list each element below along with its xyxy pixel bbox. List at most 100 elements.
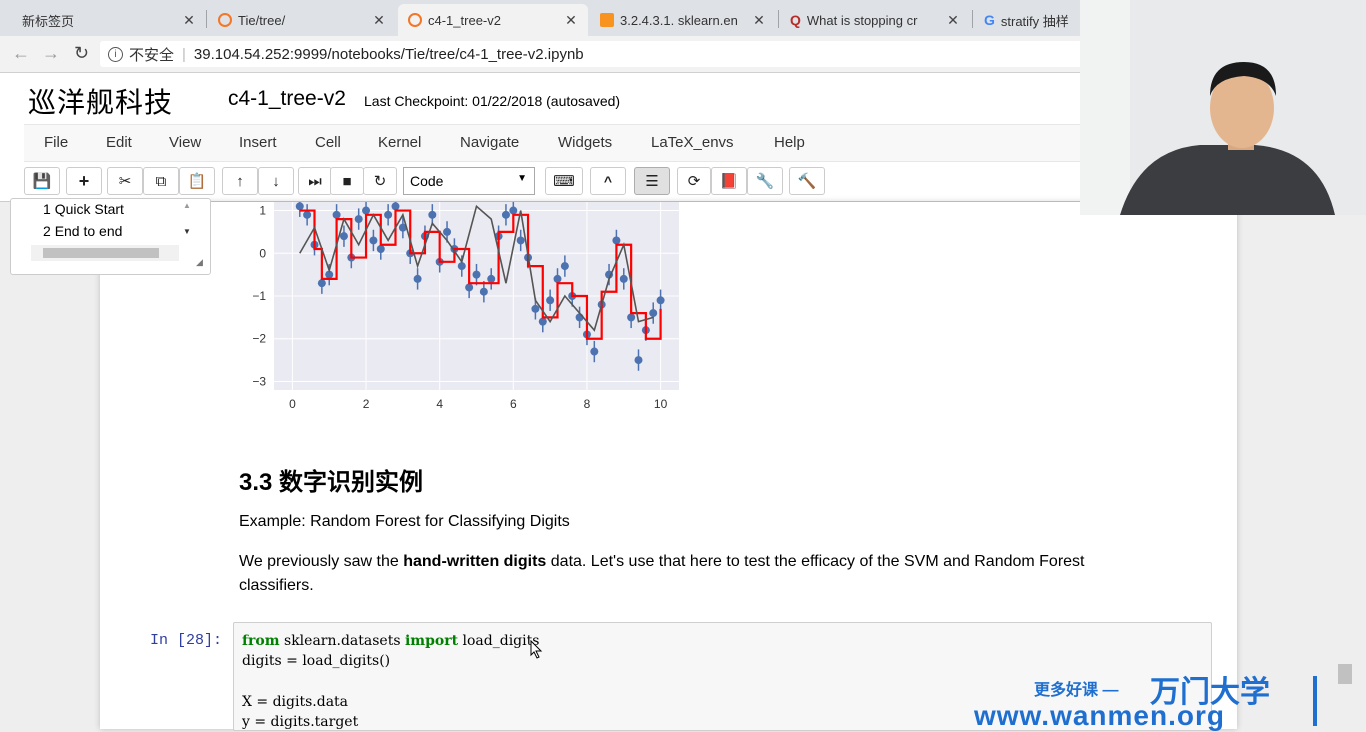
paste-icon[interactable]: 📋 — [179, 167, 215, 195]
reload-icon[interactable]: ↻ — [74, 43, 90, 63]
code-line: from sklearn.datasets import load_digits — [242, 633, 539, 649]
toc-horizontal-scrollbar[interactable] — [31, 245, 179, 261]
data-point — [656, 296, 665, 305]
cell-prompt: In [28]: — [150, 632, 223, 649]
watermark-prefix: 更多好课 — — [1034, 682, 1119, 699]
webcam-overlay — [1080, 0, 1366, 215]
toc-item-label: End to end — [54, 223, 123, 239]
menu-latex-envs[interactable]: LaTeX_envs — [651, 134, 734, 151]
book-icon[interactable]: 📕 — [711, 167, 747, 195]
data-point — [362, 206, 371, 215]
close-icon[interactable]: ✕ — [753, 11, 765, 28]
stop-icon[interactable]: ■ — [330, 167, 364, 195]
data-point — [457, 262, 466, 271]
data-point — [413, 274, 422, 283]
data-point — [546, 296, 555, 305]
code-keyword: from — [242, 633, 280, 649]
jupyter-icon — [408, 13, 422, 27]
cut-icon[interactable]: ✂ — [107, 167, 143, 195]
menu-navigate[interactable]: Navigate — [460, 134, 520, 151]
move-down-icon[interactable]: ↓ — [258, 167, 294, 195]
data-point — [398, 223, 407, 232]
x-tick-label: 10 — [654, 397, 668, 411]
toc-item-number: 1 — [43, 201, 51, 217]
forward-icon[interactable]: → — [42, 43, 60, 63]
close-icon[interactable]: ✕ — [373, 11, 385, 28]
tab-new-tab[interactable]: 新标签页 ✕ — [12, 4, 206, 36]
series-step-line — [299, 209, 662, 340]
move-up-icon[interactable]: ↑ — [222, 167, 258, 195]
data-point — [354, 215, 363, 224]
back-icon[interactable]: ← — [12, 43, 30, 63]
tab-tie-tree[interactable]: Tie/tree/ ✕ — [208, 4, 396, 36]
tab-title: 新标签页 — [22, 13, 75, 29]
scroll-down-icon[interactable]: ▼ — [183, 227, 191, 236]
description-text: classifiers. — [239, 577, 314, 594]
save-icon[interactable]: 💾 — [24, 167, 60, 195]
run-icon[interactable]: ⏭ — [298, 167, 332, 195]
data-point — [332, 210, 341, 219]
chevron-down-icon: ▼ — [517, 173, 527, 184]
code-cell[interactable]: from sklearn.datasets import load_digits… — [233, 622, 1212, 731]
data-point — [612, 236, 621, 245]
y-tick-label: −3 — [252, 374, 266, 388]
menu-widgets[interactable]: Widgets — [558, 134, 613, 151]
menu-insert[interactable]: Insert — [239, 134, 277, 151]
data-point — [295, 202, 304, 211]
toc-item-quick-start[interactable]: 1 Quick Start — [43, 201, 124, 217]
code-keyword: import — [404, 633, 459, 649]
notebook-title[interactable]: c4-1_tree-v2 — [228, 87, 346, 110]
y-tick-label: 1 — [259, 204, 266, 218]
scrollbar-thumb[interactable] — [43, 248, 159, 258]
menu-cell[interactable]: Cell — [315, 134, 341, 151]
restart-icon[interactable]: ↻ — [363, 167, 397, 195]
y-tick-label: −2 — [252, 332, 266, 346]
close-icon[interactable]: ✕ — [947, 11, 959, 28]
info-icon[interactable]: i — [108, 46, 123, 62]
menu-edit[interactable]: Edit — [106, 134, 132, 151]
tab-sklearn-docs[interactable]: 3.2.4.3.1. sklearn.en ✕ — [590, 4, 776, 36]
tab-notebook-active[interactable]: c4-1_tree-v2 ✕ — [398, 4, 588, 36]
close-icon[interactable]: ✕ — [565, 11, 577, 28]
tab-divider — [972, 10, 973, 28]
description-text: We previously saw the — [239, 553, 404, 570]
chevron-up-icon[interactable]: ^ — [590, 167, 626, 195]
code-line: y = digits.target — [242, 714, 359, 730]
add-cell-icon[interactable]: + — [66, 167, 102, 195]
keyboard-icon[interactable]: ⌨ — [545, 167, 583, 195]
scroll-up-icon[interactable]: ▲ — [183, 201, 191, 210]
data-point — [590, 347, 599, 356]
tab-google[interactable]: G stratify 抽样 — [974, 4, 1080, 36]
page-scrollbar-thumb[interactable] — [1338, 664, 1352, 684]
code-line: digits = load_digits() — [242, 653, 391, 669]
menu-help[interactable]: Help — [774, 134, 805, 151]
hammer-icon[interactable]: 🔨 — [789, 167, 825, 195]
menu-file[interactable]: File — [44, 134, 69, 151]
watermark-brand: 万门大学 — [1150, 676, 1270, 709]
resize-handle-icon[interactable]: ◢ — [196, 257, 203, 267]
close-icon[interactable]: ✕ — [183, 11, 195, 28]
toc-list-icon[interactable]: ☰ — [634, 167, 670, 195]
y-tick-label: −1 — [252, 289, 266, 303]
menu-view[interactable]: View — [169, 134, 202, 151]
toc-item-end-to-end[interactable]: 2 End to end — [43, 223, 122, 239]
tab-divider — [206, 10, 207, 28]
series-line — [299, 204, 654, 332]
wrench-icon[interactable]: 🔧 — [747, 167, 783, 195]
google-icon: G — [984, 12, 995, 28]
x-tick-label: 4 — [436, 397, 443, 411]
url-bar[interactable]: i 不安全 | 39.104.54.252:9999/notebooks/Tie… — [100, 41, 1090, 67]
data-point — [479, 287, 488, 296]
refresh-icon[interactable]: ⟳ — [677, 167, 711, 195]
data-point — [619, 274, 628, 283]
data-point — [531, 304, 540, 313]
data-point — [325, 270, 334, 279]
data-point — [376, 245, 385, 253]
tab-quora[interactable]: Q What is stopping cr ✕ — [780, 4, 970, 36]
data-point — [391, 202, 400, 211]
copy-icon[interactable]: ⧉ — [143, 167, 179, 195]
cell-type-select[interactable]: Code ▼ — [403, 167, 535, 195]
x-tick-label: 2 — [363, 397, 370, 411]
menu-kernel[interactable]: Kernel — [378, 134, 422, 151]
